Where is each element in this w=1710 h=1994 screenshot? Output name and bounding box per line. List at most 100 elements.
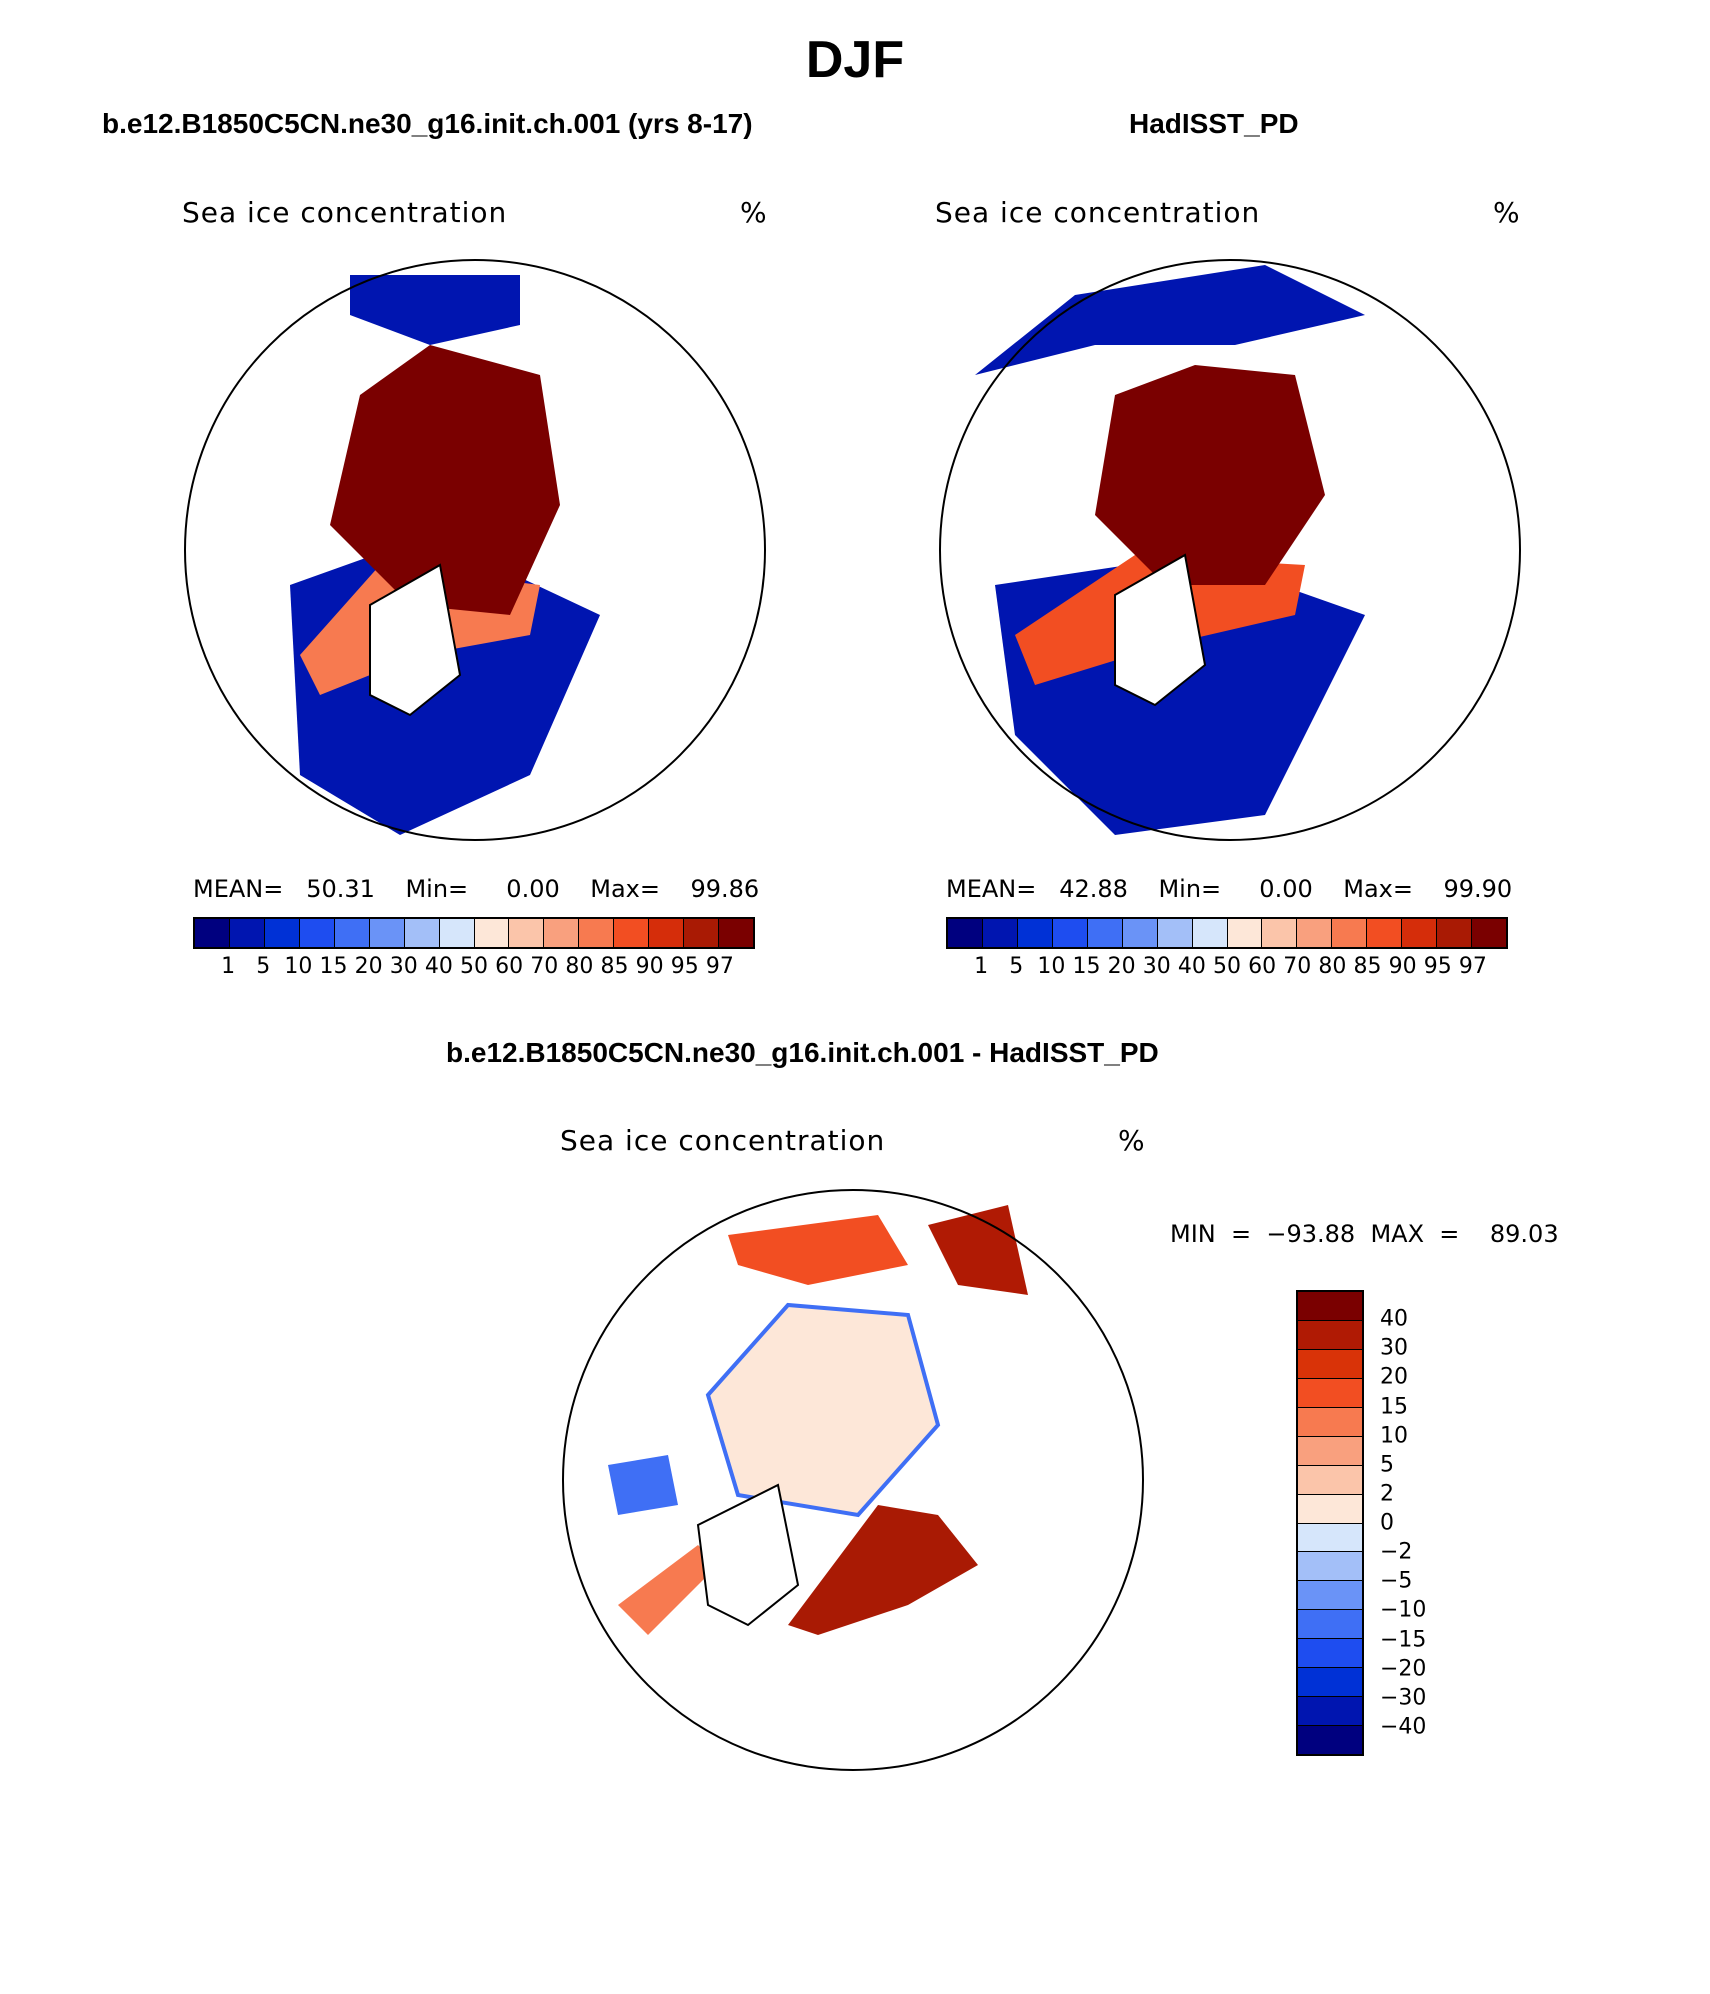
colorbar-segment bbox=[1367, 919, 1403, 947]
diff-arctic-basin bbox=[705, 1302, 941, 1518]
colorbar-tick-label: 60 bbox=[495, 954, 524, 979]
colorbar-tick-label: 2 bbox=[1380, 1481, 1394, 1507]
colorbar-segment bbox=[299, 919, 335, 947]
colorbar-tick-label: 20 bbox=[1107, 954, 1136, 979]
colorbar-segment bbox=[1298, 1726, 1362, 1754]
colorbar-tick-label: 60 bbox=[1248, 954, 1277, 979]
model-colorbar bbox=[193, 917, 755, 949]
colorbar-segment bbox=[195, 919, 230, 947]
diff-panel-title: b.e12.B1850C5CN.ne30_g16.init.ch.001 - H… bbox=[446, 1037, 1159, 1068]
colorbar-tick-label: 15 bbox=[319, 954, 348, 979]
colorbar-segment bbox=[1262, 919, 1298, 947]
model-stats: MEAN= 50.31 Min= 0.00 Max= 99.86 bbox=[193, 875, 760, 903]
obs-polar-map bbox=[939, 259, 1521, 841]
colorbar-segment bbox=[509, 919, 545, 947]
colorbar-tick-label: 1 bbox=[221, 954, 236, 979]
diff-greenland bbox=[696, 1483, 800, 1627]
model-greenland bbox=[369, 563, 462, 717]
colorbar-segment bbox=[1052, 919, 1088, 947]
colorbar-segment bbox=[1298, 1552, 1362, 1582]
colorbar-tick-label: 5 bbox=[256, 954, 271, 979]
colorbar-tick-label: 80 bbox=[1318, 954, 1347, 979]
colorbar-segment bbox=[948, 919, 983, 947]
obs-panel-title: HadISST_PD bbox=[1129, 108, 1299, 139]
colorbar-tick-label: 10 bbox=[284, 954, 313, 979]
diff-colorbar bbox=[1296, 1290, 1364, 1756]
colorbar-segment bbox=[1298, 1697, 1362, 1727]
model-panel-title: b.e12.B1850C5CN.ne30_g16.init.ch.001 (yr… bbox=[102, 108, 753, 139]
diff-variable-label: Sea ice concentration bbox=[560, 1124, 886, 1157]
diff-stats: MIN = −93.88 MAX = 89.03 bbox=[1170, 1220, 1559, 1248]
diff-positive-atlantic bbox=[788, 1505, 978, 1635]
colorbar-tick-label: 15 bbox=[1380, 1394, 1408, 1419]
colorbar-tick-label: −10 bbox=[1380, 1597, 1427, 1623]
colorbar-segment bbox=[1332, 919, 1368, 947]
colorbar-tick-label: 95 bbox=[1423, 954, 1452, 979]
colorbar-segment bbox=[369, 919, 405, 947]
colorbar-segment bbox=[439, 919, 475, 947]
colorbar-tick-label: −20 bbox=[1380, 1656, 1427, 1682]
colorbar-tick-label: 30 bbox=[389, 954, 418, 979]
obs-variable-label: Sea ice concentration bbox=[935, 196, 1261, 229]
colorbar-tick-label: −40 bbox=[1380, 1714, 1427, 1740]
diff-polar-map bbox=[562, 1189, 1144, 1771]
colorbar-segment bbox=[684, 919, 720, 947]
colorbar-tick-label: 30 bbox=[1142, 954, 1171, 979]
colorbar-segment bbox=[334, 919, 370, 947]
colorbar-segment bbox=[1298, 1349, 1362, 1379]
colorbar-segment bbox=[1298, 1668, 1362, 1698]
colorbar-segment bbox=[614, 919, 650, 947]
colorbar-tick-label: 30 bbox=[1380, 1335, 1408, 1361]
colorbar-segment bbox=[1298, 1639, 1362, 1669]
colorbar-segment bbox=[1192, 919, 1228, 947]
model-polar-map bbox=[184, 259, 766, 841]
colorbar-tick-label: 85 bbox=[600, 954, 629, 979]
colorbar-segment bbox=[1298, 1494, 1362, 1524]
colorbar-tick-label: −30 bbox=[1380, 1685, 1427, 1711]
colorbar-tick-label: 50 bbox=[460, 954, 488, 979]
colorbar-segment bbox=[1298, 1320, 1362, 1350]
colorbar-segment bbox=[1297, 919, 1333, 947]
colorbar-segment bbox=[474, 919, 510, 947]
colorbar-segment bbox=[719, 919, 753, 947]
model-ice-core bbox=[330, 345, 560, 615]
colorbar-tick-label: 97 bbox=[1458, 954, 1487, 979]
diff-negative-hudson bbox=[608, 1455, 678, 1515]
colorbar-tick-label: −2 bbox=[1380, 1539, 1413, 1565]
colorbar-tick-label: 10 bbox=[1037, 954, 1066, 979]
model-ice-pacific bbox=[350, 275, 520, 345]
colorbar-segment bbox=[1298, 1523, 1362, 1553]
colorbar-segment bbox=[544, 919, 580, 947]
colorbar-segment bbox=[1298, 1436, 1362, 1466]
colorbar-tick-label: 80 bbox=[565, 954, 594, 979]
diff-bering bbox=[928, 1205, 1028, 1295]
colorbar-tick-label: 20 bbox=[354, 954, 383, 979]
colorbar-segment bbox=[229, 919, 265, 947]
colorbar-tick-label: 20 bbox=[1380, 1364, 1408, 1390]
colorbar-segment bbox=[1298, 1610, 1362, 1640]
colorbar-tick-label: 15 bbox=[1072, 954, 1101, 979]
colorbar-segment bbox=[1298, 1292, 1362, 1321]
obs-ice-pacific bbox=[975, 265, 1365, 375]
colorbar-segment bbox=[982, 919, 1018, 947]
colorbar-tick-label: 95 bbox=[670, 954, 699, 979]
obs-colorbar-labels: 1 5 10 15 20 30 40 50 60 70 80 85 90 95 97 bbox=[946, 954, 1508, 984]
colorbar-tick-label: 1 bbox=[974, 954, 989, 979]
colorbar-segment bbox=[1122, 919, 1158, 947]
colorbar-tick-label: 5 bbox=[1380, 1452, 1394, 1478]
colorbar-segment bbox=[404, 919, 440, 947]
colorbar-tick-label: 40 bbox=[1177, 954, 1206, 979]
colorbar-tick-label: 5 bbox=[1009, 954, 1024, 979]
colorbar-segment bbox=[1298, 1465, 1362, 1495]
main-title: DJF bbox=[805, 31, 905, 89]
colorbar-segment bbox=[1402, 919, 1438, 947]
diff-colorbar-labels: 40 30 20 15 10 5 2 0 −2 −5 −10 −15 −20 −30 −40 bbox=[1370, 1290, 1450, 1756]
colorbar-tick-label: 97 bbox=[705, 954, 734, 979]
colorbar-segment bbox=[1227, 919, 1263, 947]
colorbar-tick-label: 40 bbox=[1380, 1306, 1408, 1332]
colorbar-segment bbox=[1298, 1407, 1362, 1437]
colorbar-segment bbox=[1087, 919, 1123, 947]
obs-units-label: % bbox=[1493, 196, 1521, 229]
colorbar-tick-label: −15 bbox=[1380, 1627, 1427, 1652]
colorbar-tick-label: 70 bbox=[1283, 954, 1312, 979]
